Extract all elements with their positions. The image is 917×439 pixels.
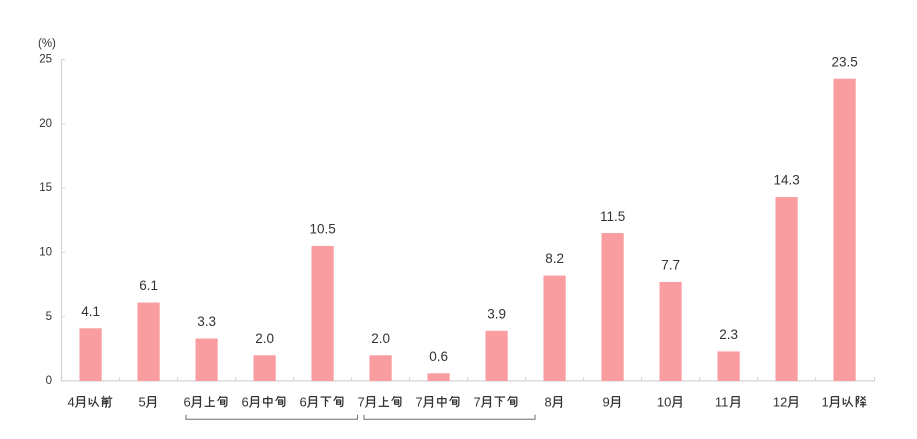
svg-text:2.0: 2.0 [255, 331, 274, 346]
svg-text:23.5: 23.5 [831, 54, 857, 69]
svg-text:7: 7 [415, 394, 422, 409]
svg-text:4.1: 4.1 [81, 304, 100, 319]
svg-text:9: 9 [602, 394, 609, 409]
svg-text:2.0: 2.0 [371, 331, 390, 346]
svg-text:5: 5 [46, 311, 52, 323]
svg-text:11.5: 11.5 [600, 209, 625, 224]
svg-text:20: 20 [39, 118, 52, 130]
svg-text:6: 6 [299, 394, 306, 409]
svg-text:2.3: 2.3 [719, 327, 738, 342]
svg-text:25: 25 [39, 54, 52, 66]
svg-text:10: 10 [657, 394, 671, 409]
svg-text:15: 15 [39, 182, 52, 194]
svg-text:5: 5 [138, 394, 145, 409]
svg-text:6.1: 6.1 [139, 278, 158, 293]
svg-text:0: 0 [46, 375, 52, 387]
svg-text:8: 8 [544, 394, 551, 409]
svg-text:4: 4 [67, 394, 74, 409]
svg-text:11: 11 [715, 394, 729, 409]
svg-text:6: 6 [241, 394, 248, 409]
svg-text:7: 7 [473, 394, 480, 409]
svg-text:12: 12 [773, 394, 787, 409]
svg-text:0.6: 0.6 [429, 349, 448, 364]
svg-text:7: 7 [357, 394, 364, 409]
svg-text:10.5: 10.5 [309, 222, 335, 237]
svg-text:(%): (%) [38, 38, 56, 50]
svg-text:1: 1 [821, 394, 828, 409]
svg-text:6: 6 [183, 394, 190, 409]
svg-text:14.3: 14.3 [773, 173, 799, 188]
svg-text:10: 10 [39, 247, 52, 259]
svg-text:3.3: 3.3 [197, 314, 216, 329]
svg-text:8.2: 8.2 [545, 251, 564, 266]
svg-text:7.7: 7.7 [661, 258, 680, 273]
svg-text:3.9: 3.9 [487, 307, 506, 322]
